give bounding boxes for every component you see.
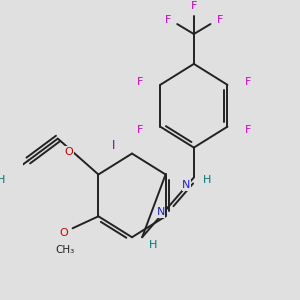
Text: CH₃: CH₃	[56, 245, 75, 255]
Text: F: F	[244, 77, 251, 87]
Text: O: O	[59, 228, 68, 238]
Text: F: F	[217, 15, 223, 25]
Text: H: H	[202, 176, 211, 185]
Text: N: N	[182, 180, 190, 190]
Text: O: O	[64, 147, 73, 157]
Text: H: H	[0, 176, 5, 185]
Text: I: I	[112, 139, 115, 152]
Text: F: F	[191, 1, 197, 11]
Text: F: F	[137, 77, 143, 87]
Text: N: N	[156, 207, 165, 217]
Text: F: F	[137, 125, 143, 135]
Text: H: H	[149, 240, 158, 250]
Text: F: F	[244, 125, 251, 135]
Text: F: F	[165, 15, 171, 25]
